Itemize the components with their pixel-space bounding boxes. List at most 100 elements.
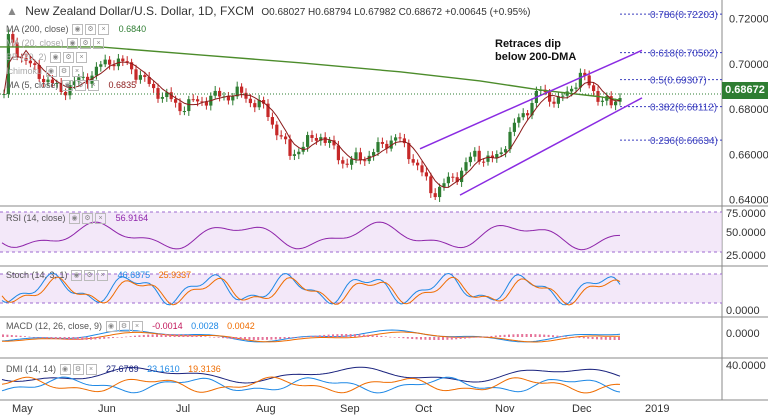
candle-body xyxy=(94,66,98,76)
oscillator-axis-label: 0.0000 xyxy=(726,328,760,340)
close-icon[interactable]: × xyxy=(93,38,105,50)
candle-body xyxy=(235,86,239,97)
candle-body xyxy=(15,42,19,58)
close-icon[interactable]: × xyxy=(95,213,107,225)
fib-label: 0.382(0.68112) xyxy=(650,103,717,114)
macd-histogram-bar xyxy=(371,335,374,337)
macd-histogram-bar xyxy=(464,337,466,339)
settings-icon[interactable]: ⚙ xyxy=(82,213,94,225)
visibility-icon[interactable]: ◉ xyxy=(69,213,81,225)
macd-histogram-bar xyxy=(420,337,422,340)
macd-histogram-bar xyxy=(530,334,532,337)
candle-body xyxy=(552,101,556,104)
macd-histogram-bar xyxy=(538,334,541,337)
settings-icon[interactable]: ⚙ xyxy=(72,364,84,376)
macd-histogram-bar xyxy=(468,337,471,339)
candle-body xyxy=(407,143,411,160)
visibility-icon[interactable]: ◉ xyxy=(71,270,83,282)
candle-body xyxy=(583,72,587,76)
candle-body xyxy=(244,92,248,99)
visibility-icon[interactable]: ◉ xyxy=(59,364,71,376)
macd-histogram-bar xyxy=(534,334,537,337)
candle-body xyxy=(490,155,494,159)
indicator-ma5[interactable]: MA (5, close) ◉ ⚙ × 0.6835 xyxy=(6,80,137,92)
settings-icon[interactable]: ⚙ xyxy=(85,24,97,36)
settings-icon[interactable]: ⚙ xyxy=(80,38,92,50)
macd-histogram-bar xyxy=(204,336,207,337)
macd-histogram-bar xyxy=(516,334,519,337)
close-icon[interactable]: × xyxy=(88,80,100,92)
settings-icon[interactable]: ⚙ xyxy=(118,321,130,333)
visibility-icon[interactable]: ◉ xyxy=(62,80,74,92)
visibility-icon[interactable]: ◉ xyxy=(45,66,57,78)
macd-histogram-bar xyxy=(107,337,110,339)
stoch-legend[interactable]: Stoch (14, 3, 1) ◉ ⚙ × 46.6875 25.9337 xyxy=(6,270,192,282)
macd-histogram-bar xyxy=(112,337,114,338)
candle-body xyxy=(200,101,204,103)
rsi-band xyxy=(0,212,722,252)
close-icon[interactable]: × xyxy=(76,52,88,64)
time-axis-label: Sep xyxy=(340,403,360,415)
candle-body xyxy=(33,63,37,65)
price-axis-label: 0.64000 xyxy=(729,195,768,207)
time-axis-label: 2019 xyxy=(645,403,669,415)
candle-body xyxy=(226,96,230,101)
macd-histogram-bar xyxy=(235,337,238,340)
visibility-icon[interactable]: ◉ xyxy=(105,321,117,333)
candle-body xyxy=(363,160,367,162)
collapse-icon[interactable]: ▲ xyxy=(6,4,18,18)
macd-histogram-bar xyxy=(226,337,229,339)
indicator-bb[interactable]: BB (20, 2) ◉ ⚙ × xyxy=(6,52,88,64)
candle-body xyxy=(231,96,235,101)
macd-histogram-bar xyxy=(125,336,128,338)
candle-body xyxy=(372,152,376,156)
settings-icon[interactable]: ⚙ xyxy=(84,270,96,282)
close-icon[interactable]: × xyxy=(71,66,83,78)
visibility-icon[interactable]: ◉ xyxy=(50,52,62,64)
macd-histogram-bar xyxy=(68,337,70,340)
macd-histogram-bar xyxy=(552,335,554,337)
dmi-legend[interactable]: DMI (14, 14) ◉ ⚙ × 27.6769 23.1610 19.3136 xyxy=(6,364,221,376)
macd-legend[interactable]: MACD (12, 26, close, 9) ◉ ⚙ × -0.0014 0.00… xyxy=(6,321,255,333)
rsi-legend[interactable]: RSI (14, close) ◉ ⚙ × 56.9164 xyxy=(6,213,149,225)
settings-icon[interactable]: ⚙ xyxy=(75,80,87,92)
visibility-icon[interactable]: ◉ xyxy=(72,24,84,36)
close-icon[interactable]: × xyxy=(97,270,109,282)
settings-icon[interactable]: ⚙ xyxy=(63,52,75,64)
macd-histogram-bar xyxy=(142,334,145,337)
visibility-icon[interactable]: ◉ xyxy=(67,38,79,50)
macd-histogram-bar xyxy=(19,335,22,337)
candle-body xyxy=(156,88,160,99)
close-icon[interactable]: × xyxy=(98,24,110,36)
candle-body xyxy=(389,140,393,149)
price-axis-label: 0.66000 xyxy=(729,149,768,161)
candle-body xyxy=(574,87,578,89)
symbol-title[interactable]: New Zealand Dollar/U.S. Dollar, 1D, FXCM xyxy=(25,4,254,18)
macd-histogram-bar xyxy=(450,337,453,340)
indicator-ichimoku[interactable]: Ichimoku ◉ ⚙ × xyxy=(6,66,84,78)
macd-histogram-bar xyxy=(384,336,387,337)
macd-histogram-bar xyxy=(442,337,444,340)
macd-histogram-bar xyxy=(428,337,431,340)
close-icon[interactable]: × xyxy=(85,364,97,376)
fib-label: 0.618(0.70502) xyxy=(650,49,718,60)
indicator-ma20[interactable]: MA (20, close) ◉ ⚙ × xyxy=(6,38,105,50)
macd-histogram-bar xyxy=(512,334,515,337)
candle-body xyxy=(50,79,54,84)
adx-line xyxy=(1,366,621,384)
chart-annotation: Retraces dip below 200-DMA xyxy=(495,38,577,63)
macd-histogram-bar xyxy=(208,336,211,338)
candle-body xyxy=(108,59,112,65)
macd-histogram-bar xyxy=(411,337,414,339)
candle-body xyxy=(376,142,380,153)
macd-histogram-bar xyxy=(521,334,524,337)
macd-histogram-bar xyxy=(569,336,572,338)
stoch-band xyxy=(0,274,722,303)
settings-icon[interactable]: ⚙ xyxy=(58,66,70,78)
macd-histogram-bar xyxy=(565,336,568,338)
candle-body xyxy=(517,117,521,123)
close-icon[interactable]: × xyxy=(131,321,143,333)
candle-body xyxy=(438,186,442,198)
indicator-ma200[interactable]: MA (200, close) ◉ ⚙ × 0.6840 xyxy=(6,24,147,36)
